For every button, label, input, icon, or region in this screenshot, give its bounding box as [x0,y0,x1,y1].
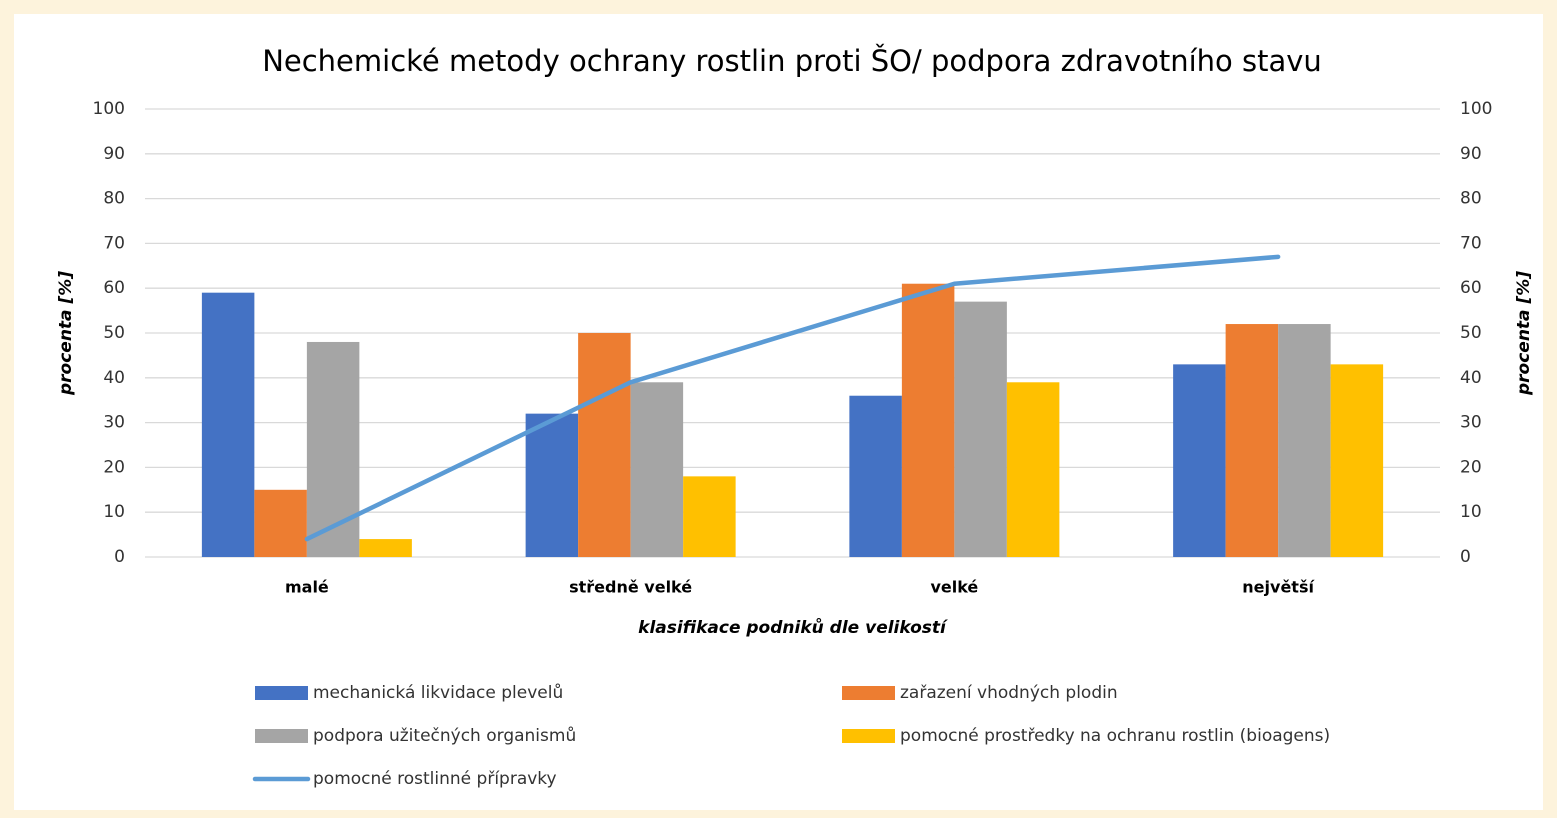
y2-tick-label: 10 [1460,502,1482,522]
bar [1225,324,1279,557]
bar [359,539,412,557]
bar [1173,364,1226,557]
bar [849,395,902,557]
y-tick-label: 30 [103,413,125,433]
y-tick-label: 0 [114,547,125,567]
y2-tick-label: 90 [1460,144,1482,164]
y-tick-label: 60 [103,278,125,298]
bar [1330,364,1384,557]
line-series [304,254,1281,542]
legend-swatch [842,686,895,700]
bar [201,292,255,557]
y2-tick-label: 40 [1460,368,1482,388]
legend-label: podpora užitečných organismů [313,726,576,746]
y2-tick-label: 80 [1460,189,1482,209]
y-tick-label: 50 [103,323,125,343]
y-tick-label: 20 [103,457,125,477]
y2-axis-title: procenta [%] [1514,271,1534,396]
y-tick-label: 40 [103,368,125,388]
y-tick-label: 90 [103,144,125,164]
x-tick-label: malé [285,578,329,597]
bar [306,341,360,557]
y2-tick-label: 100 [1460,99,1492,119]
y-axis-title: procenta [%] [56,271,76,396]
legend-swatch [255,729,308,743]
legend-swatch [255,686,308,700]
x-tick-label: velké [930,578,978,597]
legend-label: pomocné prostředky na ochranu rostlin (b… [900,726,1330,746]
y-tick-label: 100 [93,99,125,119]
x-axis-title: klasifikace podniků dle velikostí [638,617,948,638]
bar [525,413,579,557]
y2-tick-label: 0 [1460,547,1471,567]
legend-swatch [842,729,895,743]
y-tick-label: 80 [103,189,125,209]
y2-tick-label: 30 [1460,413,1482,433]
bar [683,476,736,557]
y2-tick-label: 60 [1460,278,1482,298]
bar [1278,324,1331,557]
x-tick-label: středně velké [569,578,692,597]
bar [1006,382,1060,557]
chart-title: Nechemické metody ochrany rostlin proti … [262,44,1322,78]
bar [954,301,1007,557]
bar [630,382,684,557]
bar [578,333,631,557]
y2-tick-label: 20 [1460,457,1482,477]
legend-label: mechanická likvidace plevelů [313,683,563,703]
bar [901,283,955,557]
x-tick-label: největší [1242,578,1315,597]
y2-tick-label: 50 [1460,323,1482,343]
legend-label: zařazení vhodných plodin [900,683,1118,703]
y-tick-label: 10 [103,502,125,522]
y2-tick-label: 70 [1460,233,1482,253]
legend-label: pomocné rostlinné přípravky [313,769,557,789]
y-tick-label: 70 [103,233,125,253]
bar [254,489,307,557]
